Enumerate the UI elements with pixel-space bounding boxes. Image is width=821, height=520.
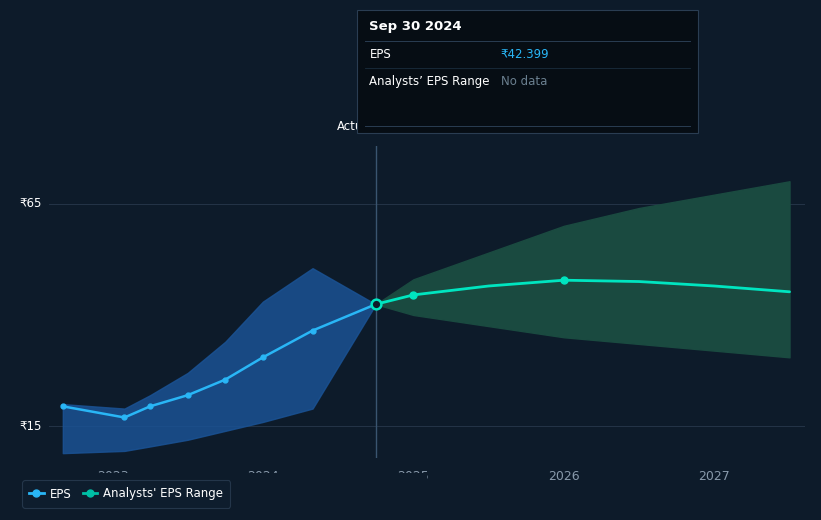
Text: Analysts Forecasts: Analysts Forecasts: [383, 120, 493, 133]
Text: 2026: 2026: [548, 470, 580, 483]
Text: 2025: 2025: [397, 470, 429, 483]
Text: ₹15: ₹15: [20, 420, 42, 433]
Text: Sep 30 2024: Sep 30 2024: [369, 20, 462, 33]
Text: 2027: 2027: [699, 470, 730, 483]
Text: ₹65: ₹65: [20, 197, 42, 210]
Legend: EPS, Analysts' EPS Range: EPS, Analysts' EPS Range: [22, 480, 230, 508]
Text: 2023: 2023: [97, 470, 128, 483]
Text: ₹42.399: ₹42.399: [501, 48, 549, 61]
Text: EPS: EPS: [369, 48, 391, 61]
Text: 2024: 2024: [247, 470, 278, 483]
Text: Analysts’ EPS Range: Analysts’ EPS Range: [369, 75, 490, 88]
Text: No data: No data: [501, 75, 547, 88]
Text: Actual: Actual: [337, 120, 374, 133]
